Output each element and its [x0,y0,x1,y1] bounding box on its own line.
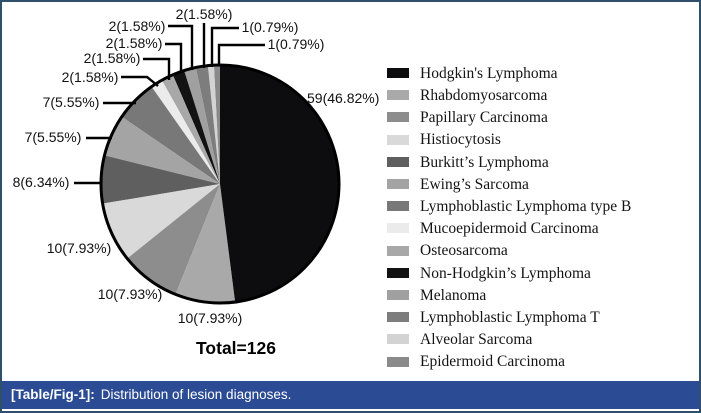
legend-item-11: Lymphoblastic Lymphoma T [387,306,631,328]
legend-label-3: Histiocytosis [420,131,501,149]
legend-label-11: Lymphoblastic Lymphoma T [420,308,600,326]
pie-slice-2 [127,184,220,295]
pie-slice-6 [121,86,220,184]
legend-label-7: Mucoepidermoid Carcinoma [420,220,599,238]
pie-slice-7 [151,80,220,184]
legend: Hodgkin's Lymphoma Rhabdomyosarcoma Papill… [387,62,631,373]
legend-swatch-2 [387,112,409,123]
pie-slice-4 [101,155,220,204]
legend-item-5: Ewing’s Sarcoma [387,173,631,195]
legend-item-3: Histiocytosis [387,129,631,151]
legend-label-1: Rhabdomyosarcoma [420,87,548,105]
legend-label-8: Osteosarcoma [420,242,508,260]
slice-label-12: 1(0.79%) [242,19,299,35]
slice-label-1: 10(7.93%) [178,310,243,326]
pie-slice-12 [207,65,220,184]
legend-swatch-10 [387,289,409,300]
legend-swatch-3 [387,134,409,145]
pie-slice-10 [184,67,220,184]
legend-item-4: Burkitt’s Lymphoma [387,151,631,173]
pie-slice-8 [161,74,220,184]
legend-item-7: Mucoepidermoid Carcinoma [387,217,631,239]
caption-text: Distribution of lesion diagnoses. [100,387,292,402]
slice-label-2: 10(7.93%) [98,286,163,302]
legend-swatch-5 [387,179,409,190]
legend-swatch-0 [387,68,409,79]
slice-label-13: 1(0.79%) [268,36,325,52]
leader-line-8 [143,57,171,80]
legend-swatch-9 [387,267,409,278]
leader-line-7 [121,75,159,87]
legend-label-0: Hodgkin's Lymphoma [420,64,558,82]
slice-label-5: 7(5.55%) [25,129,82,145]
pie-slice-0 [220,65,339,303]
legend-label-10: Melanoma [420,286,487,304]
legend-item-10: Melanoma [387,284,631,306]
slice-label-11: 2(1.58%) [176,6,233,22]
legend-label-12: Alveolar Sarcoma [420,331,533,349]
legend-swatch-7 [387,223,409,234]
slice-label-0: 59(46.82%) [307,90,379,106]
legend-swatch-12 [387,334,409,345]
slice-label-4: 8(6.34%) [13,174,70,190]
slice-label-10: 2(1.58%) [109,18,166,34]
legend-label-5: Ewing’s Sarcoma [420,175,529,193]
pie-slice-11 [195,65,220,184]
legend-swatch-8 [387,245,409,256]
legend-item-9: Non-Hodgkin’s Lymphoma [387,262,631,284]
legend-item-6: Lymphoblastic Lymphoma type B [387,195,631,217]
legend-swatch-6 [387,201,409,212]
leader-line-9 [165,42,183,73]
pie-slice-5 [104,116,220,184]
pie-slice-3 [102,184,220,259]
slice-label-3: 10(7.93%) [47,240,112,256]
pie-slice-9 [172,70,220,184]
slice-label-8: 2(1.58%) [84,50,141,66]
legend-label-4: Burkitt’s Lymphoma [420,153,549,171]
legend-item-8: Osteosarcoma [387,240,631,262]
slice-label-7: 2(1.58%) [62,69,119,85]
leader-line-12 [210,26,239,67]
leader-line-13 [217,43,265,66]
total-label: Total=126 [196,338,276,358]
legend-swatch-11 [387,312,409,323]
pie-slice-1 [175,184,236,303]
legend-swatch-1 [387,90,409,101]
slice-label-9: 2(1.58%) [106,35,163,51]
legend-label-2: Papillary Carcinoma [420,109,548,127]
legend-item-1: Rhabdomyosarcoma [387,84,631,106]
caption-tag: [Table/Fig-1]: [11,387,95,402]
legend-item-0: Hodgkin's Lymphoma [387,62,631,84]
legend-label-13: Epidermoid Carcinoma [420,353,566,371]
slice-label-6: 7(5.55%) [43,94,100,110]
legend-item-2: Papillary Carcinoma [387,106,631,128]
legend-swatch-13 [387,356,409,367]
legend-item-12: Alveolar Sarcoma [387,328,631,350]
leader-line-10 [168,24,194,70]
legend-item-13: Epidermoid Carcinoma [387,350,631,372]
pie-slice-13 [213,65,220,184]
legend-label-9: Non-Hodgkin’s Lymphoma [420,264,591,282]
legend-label-6: Lymphoblastic Lymphoma type B [420,197,632,215]
caption-bar: [Table/Fig-1]: Distribution of lesion dia… [2,381,699,409]
legend-swatch-4 [387,156,409,167]
